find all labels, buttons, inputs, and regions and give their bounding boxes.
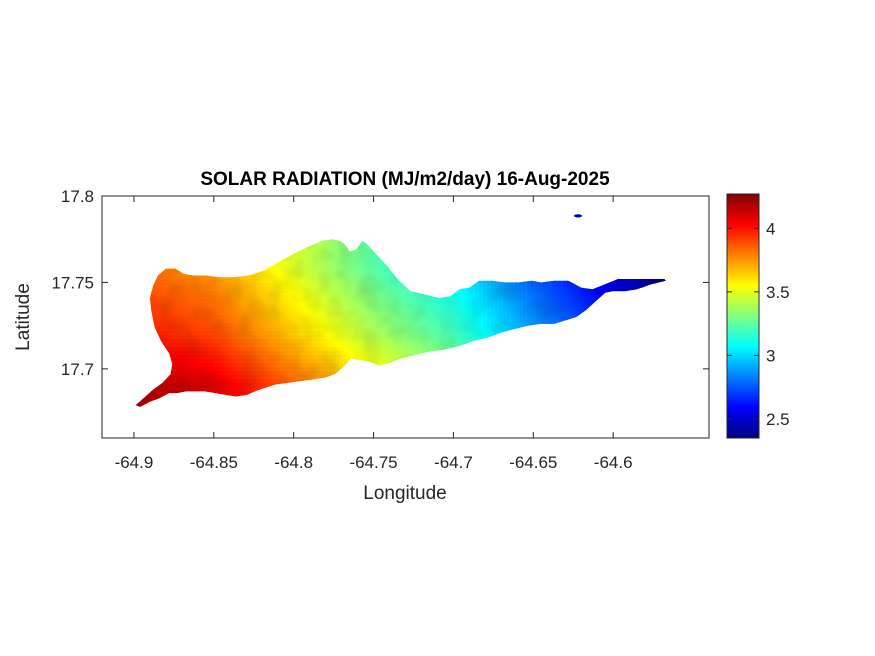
plot-area: -64.9 -64.85 -64.8 -64.75 -64.7 -64.65 -64.6 1… xyxy=(51,187,710,472)
chart-title: SOLAR RADIATION (MJ/m2/day) 16-Aug-2025 xyxy=(200,169,610,190)
